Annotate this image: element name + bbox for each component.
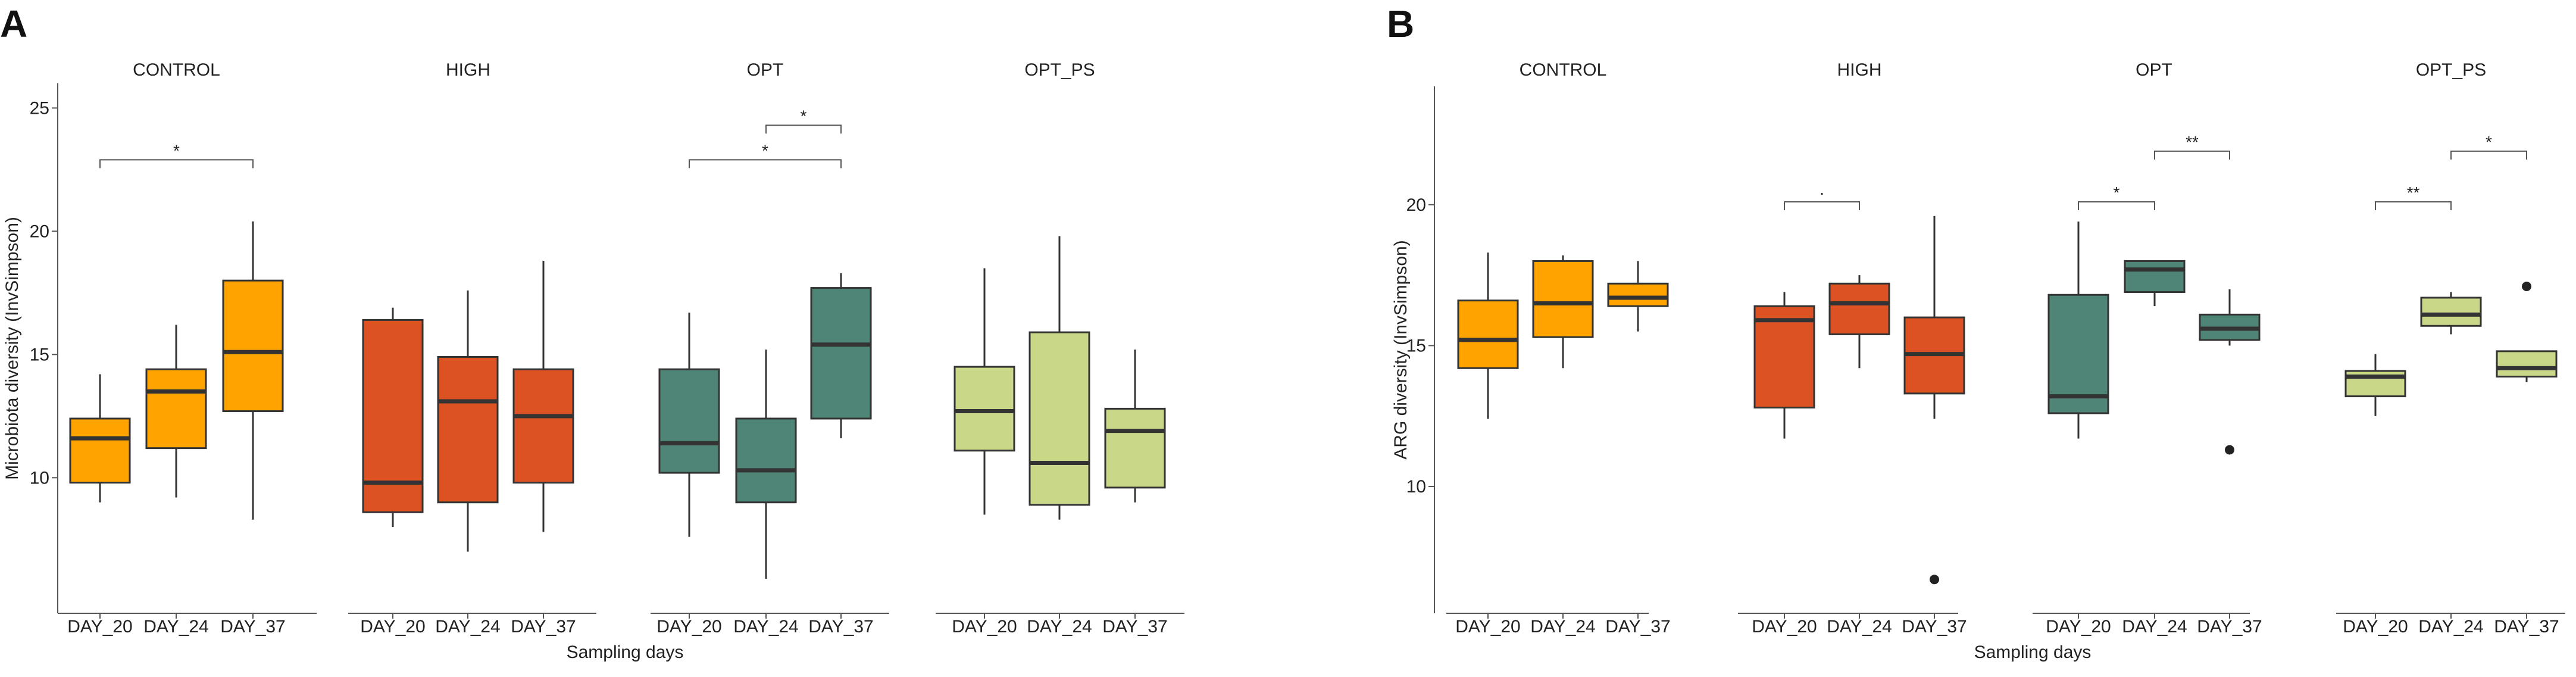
facet-title-opt: OPT	[747, 60, 784, 80]
box	[1104, 407, 1166, 489]
box	[145, 368, 207, 450]
x-tick-label: DAY_24	[1530, 617, 1596, 637]
facet-title-opt: OPT	[2136, 60, 2172, 80]
outlier-point	[1930, 575, 1939, 585]
significance-label: *	[173, 141, 180, 160]
y-axis-title: ARG diversity (InvSimpson)	[1391, 240, 1411, 459]
box	[437, 355, 499, 504]
y-tick-label: 25	[30, 98, 49, 118]
significance-bracket	[765, 124, 842, 134]
box	[69, 417, 131, 484]
x-tick-label: DAY_37	[511, 617, 576, 637]
x-tick-label: DAY_20	[952, 617, 1017, 637]
x-tick-label: DAY_37	[2494, 617, 2559, 637]
box	[1753, 305, 1815, 409]
y-tick-label: 20	[30, 221, 49, 241]
significance-label: **	[2186, 133, 2199, 151]
x-tick-label: DAY_20	[2046, 617, 2111, 637]
facet-title-high: HIGH	[1837, 60, 1882, 80]
y-tick-label: 10	[30, 468, 49, 488]
x-tick-label: DAY_37	[220, 617, 286, 637]
box	[735, 417, 797, 504]
panel-label-a: A	[0, 2, 27, 45]
facet-title-opt-ps: OPT_PS	[2416, 60, 2486, 80]
y-axis-title: Microbiota diversity (InvSimpson)	[2, 217, 22, 480]
x-tick-label: DAY_24	[2418, 617, 2484, 637]
x-tick-label: DAY_20	[1455, 617, 1521, 637]
box	[1532, 260, 1594, 338]
x-tick-label: DAY_24	[2122, 617, 2187, 637]
x-tick-label: DAY_24	[1827, 617, 1892, 637]
x-tick-label: DAY_20	[67, 617, 133, 637]
facet-title-high: HIGH	[446, 60, 490, 80]
panel-label-b: B	[1387, 2, 1414, 45]
outlier-point	[2522, 282, 2531, 292]
x-tick-label: DAY_20	[656, 617, 722, 637]
y-tick-label: 10	[1406, 477, 1426, 497]
x-axis-title: Sampling days	[567, 642, 684, 662]
box	[512, 368, 574, 484]
significance-bracket	[2154, 150, 2230, 160]
facet-title-opt-ps: OPT_PS	[1024, 60, 1095, 80]
significance-bracket	[689, 159, 842, 169]
x-tick-label: DAY_37	[808, 617, 874, 637]
box	[362, 319, 424, 513]
significance-bracket	[2450, 150, 2527, 160]
box	[222, 279, 284, 413]
x-axis-title: Sampling days	[1974, 642, 2092, 662]
x-tick-label: DAY_20	[2343, 617, 2408, 637]
y-tick-label: 15	[1406, 336, 1426, 355]
box	[1828, 282, 1890, 335]
box	[1607, 282, 1669, 307]
x-tick-label: DAY_20	[360, 617, 426, 637]
x-tick-label: DAY_37	[1605, 617, 1671, 637]
facet-title-control: CONTROL	[1520, 60, 1607, 80]
significance-label: *	[801, 107, 807, 125]
x-tick-label: DAY_24	[733, 617, 799, 637]
x-tick-label: DAY_20	[1752, 617, 1817, 637]
outlier-point	[2225, 445, 2234, 455]
significance-bracket	[2375, 201, 2452, 211]
x-tick-label: DAY_37	[1902, 617, 1967, 637]
facet-title-control: CONTROL	[133, 60, 220, 80]
significance-bracket	[99, 159, 254, 169]
x-tick-label: DAY_37	[1102, 617, 1168, 637]
significance-label: *	[2114, 183, 2120, 202]
y-tick-label: 15	[30, 345, 49, 364]
box	[2420, 297, 2482, 327]
box	[1457, 299, 1519, 369]
significance-label: *	[2486, 133, 2492, 151]
box	[2124, 260, 2186, 293]
x-tick-label: DAY_37	[2197, 617, 2262, 637]
x-tick-label: DAY_24	[435, 617, 501, 637]
box	[2047, 294, 2109, 414]
box	[810, 287, 872, 420]
x-tick-label: DAY_24	[143, 617, 209, 637]
box	[1028, 331, 1090, 506]
box	[2496, 350, 2558, 378]
significance-label: *	[762, 141, 768, 160]
significance-bracket	[2078, 201, 2155, 211]
box	[658, 368, 720, 474]
y-tick-label: 20	[1406, 195, 1426, 215]
box	[954, 366, 1015, 452]
significance-label: ·	[1819, 183, 1824, 202]
significance-label: **	[2407, 183, 2420, 202]
x-tick-label: DAY_24	[1027, 617, 1092, 637]
significance-bracket	[1784, 201, 1860, 211]
